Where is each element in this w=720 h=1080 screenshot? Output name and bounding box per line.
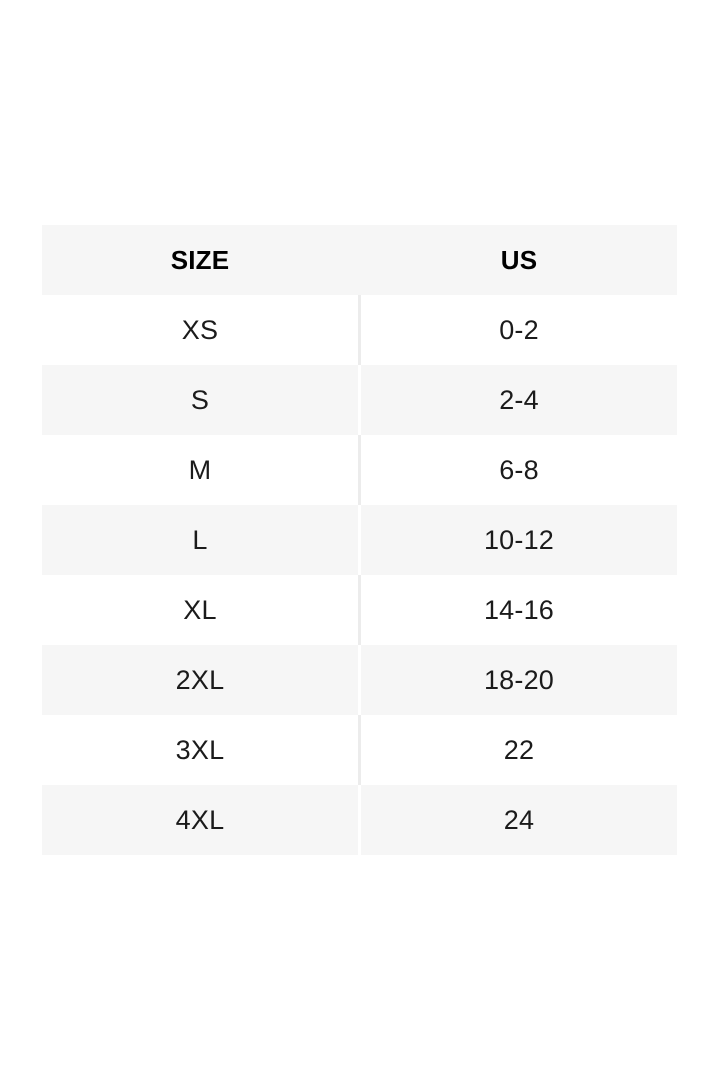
us-cell: 18-20: [361, 645, 677, 715]
table-row-xs: XS 0-2: [42, 295, 677, 365]
table-row-4xl: 4XL 24: [42, 785, 677, 855]
size-cell: 2XL: [42, 645, 358, 715]
size-cell: S: [42, 365, 358, 435]
size-cell: XL: [42, 575, 358, 645]
table-row-l: L 10-12: [42, 505, 677, 575]
table-header-row: SIZE US: [42, 225, 677, 295]
size-cell: XS: [42, 295, 358, 365]
us-cell: 24: [361, 785, 677, 855]
size-cell: M: [42, 435, 358, 505]
table-row-m: M 6-8: [42, 435, 677, 505]
us-cell: 22: [361, 715, 677, 785]
table-row-2xl: 2XL 18-20: [42, 645, 677, 715]
table-row-xl: XL 14-16: [42, 575, 677, 645]
size-cell: 4XL: [42, 785, 358, 855]
us-cell: 6-8: [361, 435, 677, 505]
us-cell: 0-2: [361, 295, 677, 365]
table-row-3xl: 3XL 22: [42, 715, 677, 785]
us-cell: 10-12: [361, 505, 677, 575]
us-cell: 14-16: [361, 575, 677, 645]
column-header-us: US: [361, 225, 677, 295]
size-cell: 3XL: [42, 715, 358, 785]
size-chart-table: SIZE US XS 0-2 S 2-4 M 6-8 L 10-12 XL 14…: [42, 225, 677, 855]
us-cell: 2-4: [361, 365, 677, 435]
column-header-size: SIZE: [42, 225, 358, 295]
size-cell: L: [42, 505, 358, 575]
table-row-s: S 2-4: [42, 365, 677, 435]
